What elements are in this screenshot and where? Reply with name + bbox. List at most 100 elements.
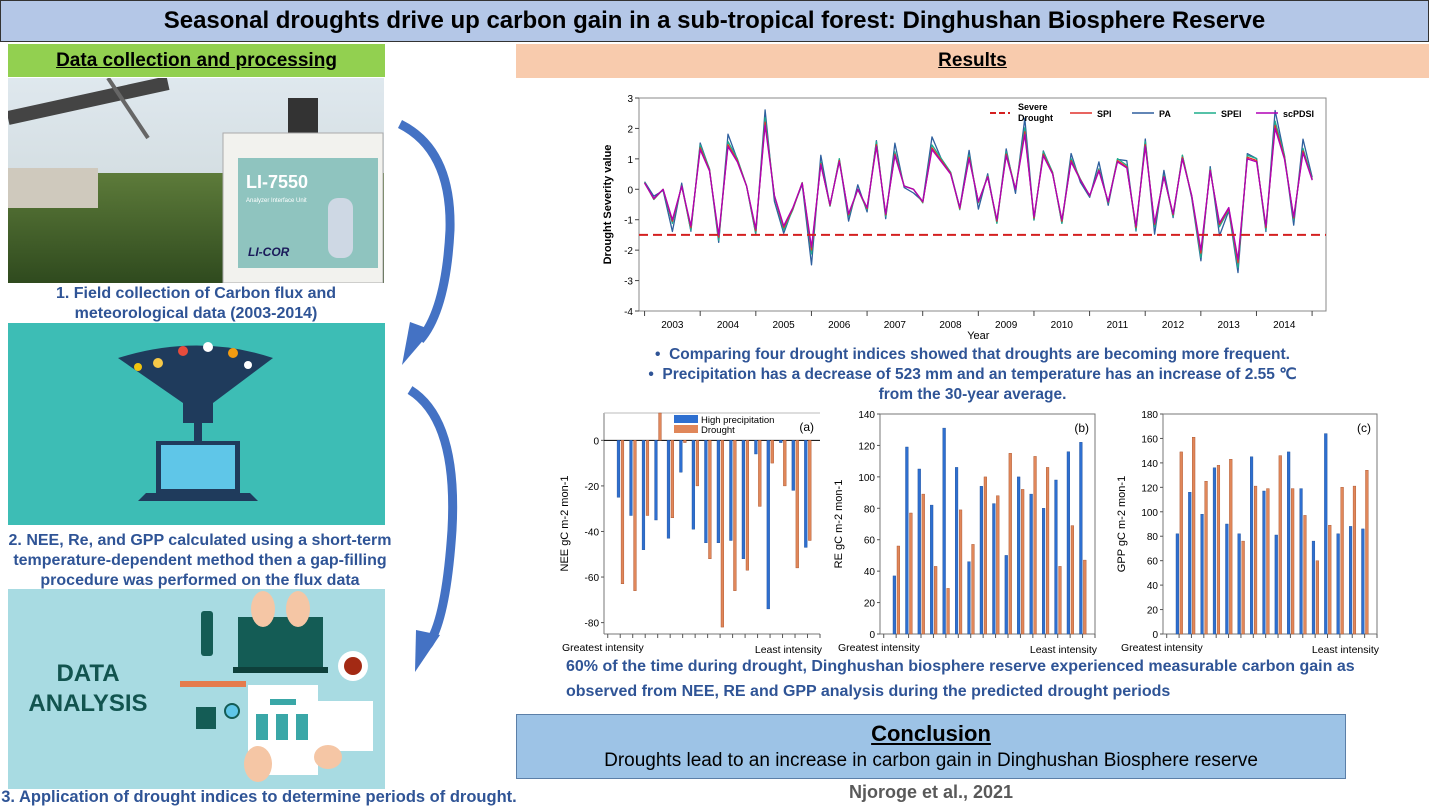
bar-drought [1083,559,1087,635]
y-axis-label: Drought Severity value [602,145,614,265]
magnifier-icon [224,703,240,719]
bar-high-precipitation [654,440,658,521]
bar-drought [645,440,650,516]
legend-label-spei: SPEI [1221,109,1242,119]
bar-high-precipitation [1324,433,1328,635]
bar-drought [1021,489,1025,635]
bullet-1: • Comparing four drought indices showed … [655,346,1290,363]
bar-drought [946,588,950,635]
bullet-2-cont: from the 30-year average. [878,386,1067,403]
bar-drought [620,440,625,584]
bar-high-precipitation [1274,534,1278,635]
y-tick-label: 0 [1152,630,1158,641]
bar-drought [683,440,687,443]
series-line-spei [644,117,1313,269]
brand-logo: LI-COR [248,245,290,259]
bar-drought [1058,566,1062,635]
bar-high-precipitation [616,440,621,498]
y-tick-label: -20 [585,482,600,493]
y-tick-label: -1 [624,216,633,227]
conclusion-title: Conclusion [871,721,991,746]
x-tick-label: 2011 [1107,320,1129,331]
bar-drought [658,412,662,441]
x-tick-label: 2008 [939,320,962,331]
bar-drought [1278,455,1282,635]
panel-label: (a) [799,420,814,434]
y-tick-label: -60 [585,573,600,584]
curved-arrow-icon [397,119,455,365]
bar-chart-b: 0 20 40 60 80 100 120 140 (b) Greatest intensity L… [833,410,1098,656]
x-label-right: Least intensity [755,644,823,656]
bar-high-precipitation [1311,540,1316,635]
bar-high-precipitation [629,440,633,516]
bar-high-precipitation [979,486,983,635]
bar-high-precipitation [804,440,808,548]
y-tick-label: 80 [864,504,876,515]
step3-caption: 3. Application of drought indices to det… [1,788,517,806]
bar-high-precipitation [641,440,646,550]
citation: Njoroge et al., 2021 [848,782,1014,802]
bar-drought [670,440,674,518]
bar-high-precipitation [1237,533,1241,635]
y-tick-label: 120 [858,441,875,452]
y-tick-label: 20 [864,599,876,610]
bar-high-precipitation [729,440,733,541]
bar-high-precipitation [716,440,720,543]
bar-high-precipitation [691,440,695,530]
y-tick-label: 40 [1147,581,1159,592]
x-tick-label: 2012 [1162,320,1185,331]
y-tick-label: 0 [593,436,599,447]
x-tick-label: 2003 [661,320,684,331]
bar-drought [1303,515,1307,635]
x-label-left: Greatest intensity [838,642,920,654]
step1-caption: 1. Field collection of Carbon flux and m… [8,284,384,324]
bar-high-precipitation [955,467,959,635]
bar-high-precipitation [1212,467,1217,635]
bar-drought [1033,456,1037,635]
x-tick-label: 2010 [1051,320,1074,331]
bar-drought [733,440,737,591]
conclusion-body: Droughts lead to an increase in carbon g… [604,750,1258,771]
bar-high-precipitation [992,503,996,635]
panel-label: (c) [1357,421,1371,435]
bar-drought [1070,525,1074,635]
panel-label: (b) [1074,421,1089,435]
bar-high-precipitation [1029,493,1033,635]
bar-drought [1328,524,1332,635]
x-tick-label: 2013 [1218,320,1241,331]
y-tick-label: -3 [624,277,633,288]
step1-line2: meteorological data (2003-2014) [74,305,318,322]
bar-high-precipitation [917,468,921,635]
bar-high-precipitation [905,446,909,635]
y-tick-label: -80 [585,619,600,630]
flow-arrows [397,119,458,672]
legend-label-scpdsi: scPDSI [1283,109,1314,119]
bar-high-precipitation [766,440,770,610]
x-axis-label: Year [967,330,990,342]
bar-drought [695,440,699,487]
field-station-photo: LI-7550 Analyzer Interface Unit LI-COR [8,78,384,283]
legend-label: High precipitation [701,415,774,426]
bar-high-precipitation [1287,451,1291,635]
section-title-results: Results [516,44,1429,78]
y-tick-label: 60 [1147,557,1159,568]
plot-frame [879,413,1096,635]
bar-drought [909,512,913,635]
y-axis-label: RE gC m-2 mon-1 [833,480,845,569]
bar-high-precipitation [1361,528,1365,635]
device-unit-label: Analyzer Interface Unit [246,198,307,204]
drought-index-line-chart: 3 2 1 0 -1 -2 -3 -4 2003 2004 2005 2006 2007 2008 2009… [602,94,1327,342]
y-tick-label: -2 [624,246,633,257]
x-label-left: Greatest intensity [1121,642,1203,654]
legend-label: Drought [701,425,735,436]
bar-drought [1008,453,1012,635]
y-tick-label: 180 [1141,410,1158,421]
x-tick-label: 2004 [717,320,740,331]
laptop-icon [238,617,323,667]
bar-drought [1266,488,1270,635]
bar-drought [1291,488,1295,635]
step1-line1: 1. Field collection of Carbon flux and [55,285,337,302]
bar-high-precipitation [1054,479,1058,635]
summary-line1: 60% of the time during drought, Dinghush… [566,658,1355,675]
x-tick-label: 2009 [995,320,1018,331]
